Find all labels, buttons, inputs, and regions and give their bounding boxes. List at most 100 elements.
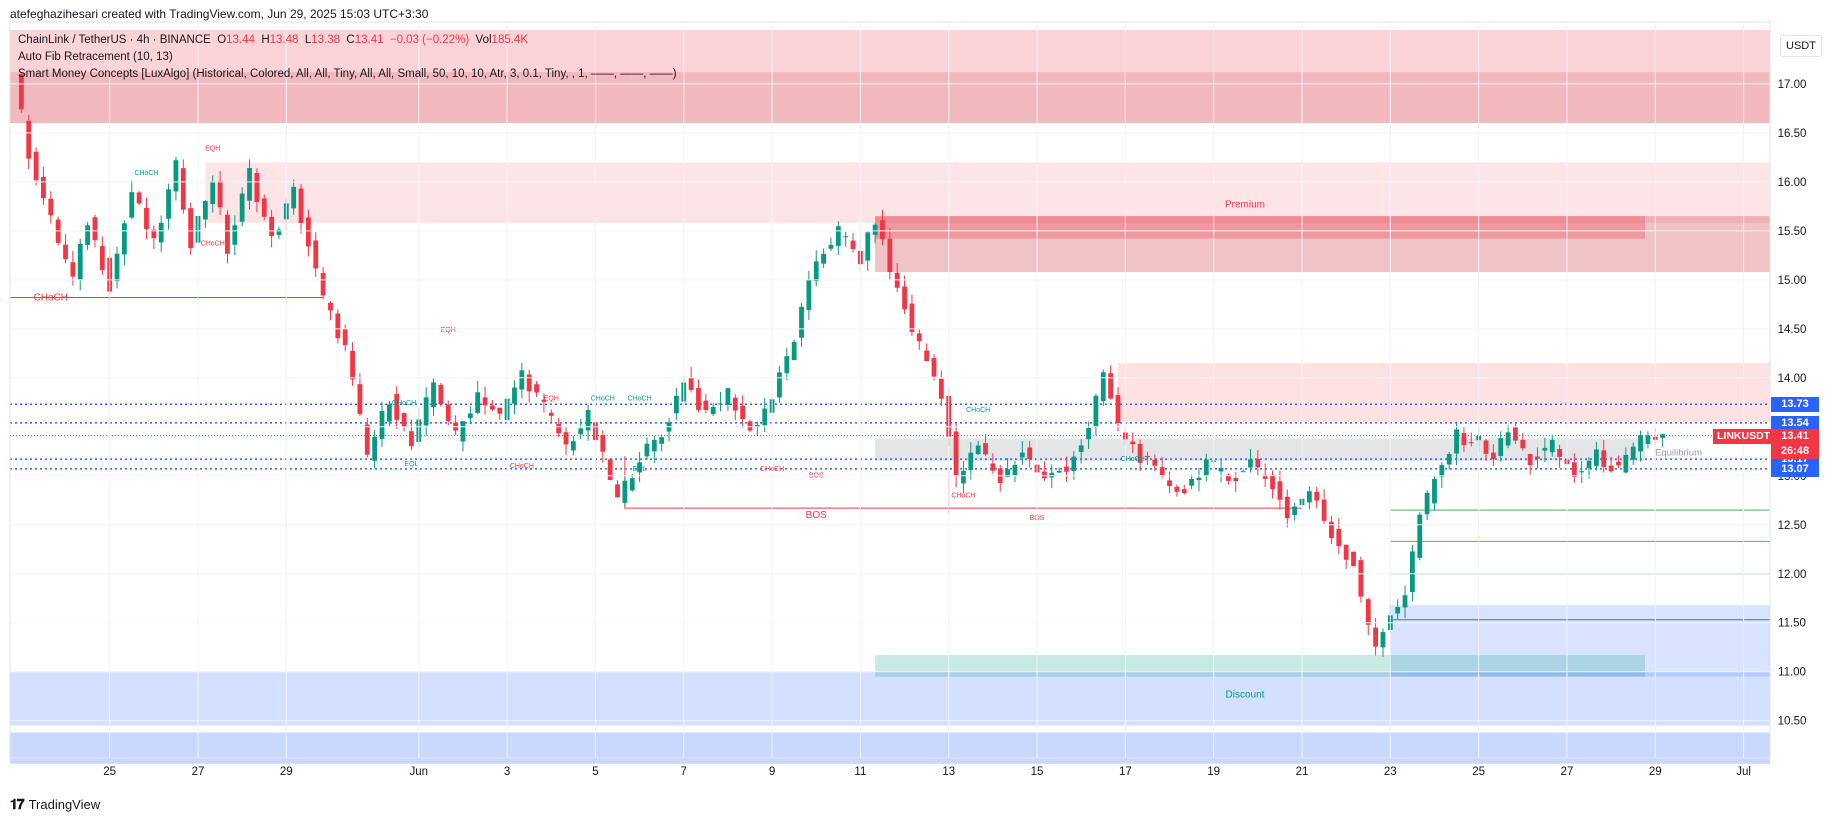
smc-zone	[875, 216, 1645, 239]
candle	[916, 329, 922, 350]
candle	[666, 417, 672, 442]
x-tick-label: 21	[1296, 766, 1309, 778]
candle	[924, 343, 930, 362]
candle	[180, 159, 186, 214]
x-tick-label: 29	[1649, 766, 1662, 778]
candle	[1270, 470, 1275, 499]
candle	[1490, 444, 1496, 466]
smc-zone	[10, 671, 1770, 726]
premium-label: Premium	[1225, 199, 1265, 210]
indicator-fib-legend[interactable]: Auto Fib Retracement (10, 13)	[18, 51, 173, 63]
candle	[1535, 447, 1540, 469]
candle	[254, 168, 260, 213]
candle	[1424, 490, 1430, 521]
candle	[1005, 458, 1010, 478]
candle	[1446, 451, 1452, 470]
close-label: C	[346, 34, 355, 46]
candle	[1594, 442, 1599, 471]
x-tick-label: 27	[1561, 766, 1574, 778]
candle	[151, 225, 157, 250]
candle	[990, 453, 996, 474]
candle	[637, 452, 642, 482]
smc-zone	[10, 732, 1770, 764]
candle	[1078, 439, 1084, 464]
candle	[1019, 441, 1025, 465]
candle	[1571, 453, 1577, 483]
candle	[1358, 556, 1364, 603]
y-tick-label: 16.00	[1778, 177, 1807, 189]
candle	[622, 477, 628, 507]
x-tick-label: 13	[942, 766, 955, 778]
candle	[1027, 440, 1033, 468]
candle	[570, 436, 576, 456]
candle	[710, 403, 716, 417]
candle	[261, 194, 267, 221]
candle	[688, 366, 694, 393]
structure-label: CHoCH	[591, 395, 615, 402]
structure-label: EQH	[544, 395, 559, 402]
candle	[718, 391, 723, 412]
candle	[563, 426, 569, 456]
candle	[1093, 393, 1099, 436]
candle	[357, 373, 363, 417]
candle	[409, 419, 414, 451]
candle	[26, 114, 32, 170]
candle	[1498, 431, 1504, 462]
structure-label: CHoCH	[134, 170, 158, 177]
structure-label: BOS	[806, 510, 827, 521]
structure-label: CHoCH	[1121, 456, 1145, 463]
candle	[1468, 432, 1474, 447]
candle	[1579, 460, 1585, 483]
volume-label: Vol	[475, 34, 492, 46]
candle	[122, 220, 127, 266]
candle	[1623, 447, 1629, 474]
candle	[902, 275, 907, 315]
discount-label: Discount	[1226, 689, 1265, 700]
candle	[475, 380, 481, 415]
candle	[1549, 434, 1555, 457]
candle	[674, 387, 679, 420]
candle	[1321, 489, 1327, 524]
candle	[431, 378, 436, 416]
candle	[1196, 467, 1202, 492]
candle	[740, 395, 746, 428]
smc-zone	[875, 216, 1770, 272]
candle	[600, 430, 606, 463]
candle	[1557, 444, 1562, 468]
structure-label: CHoCH	[510, 463, 534, 470]
structure-label: CHoCH	[951, 492, 975, 499]
candle	[1402, 585, 1408, 619]
structure-label: CHoCH	[966, 407, 990, 414]
candle	[938, 370, 944, 406]
x-tick-label: 19	[1207, 766, 1220, 778]
symbol-legend[interactable]: ChainLink / TetherUS · 4h · BINANCE O13.…	[18, 34, 528, 46]
structure-label: CHoCH	[392, 400, 416, 407]
candle	[607, 458, 613, 481]
x-tick-label: 27	[192, 766, 205, 778]
candle	[313, 232, 319, 277]
y-tick-label: 11.50	[1778, 618, 1806, 630]
candle	[1660, 433, 1666, 447]
candle	[1630, 442, 1636, 465]
x-tick-label: 25	[1472, 766, 1485, 778]
candle	[188, 202, 194, 255]
candle	[865, 231, 871, 271]
candle	[1505, 425, 1511, 449]
candle	[843, 231, 849, 247]
candle	[585, 404, 591, 441]
x-tick-label: 5	[592, 766, 598, 778]
candle	[1306, 486, 1312, 510]
candle	[77, 238, 83, 291]
candle	[1203, 453, 1209, 482]
candle	[202, 200, 208, 228]
candle	[578, 418, 584, 440]
y-tick-label: 11.00	[1778, 667, 1806, 679]
currency-button[interactable]: USDT	[1780, 35, 1822, 57]
indicator-smc-legend[interactable]: Smart Money Concepts [LuxAlgo] (Historic…	[18, 68, 677, 80]
candle	[1181, 484, 1187, 495]
high-label: H	[261, 34, 270, 46]
bar-countdown-tag: 26:48	[1771, 444, 1819, 460]
close-value: 13.41	[354, 34, 384, 46]
candle	[1064, 456, 1069, 482]
